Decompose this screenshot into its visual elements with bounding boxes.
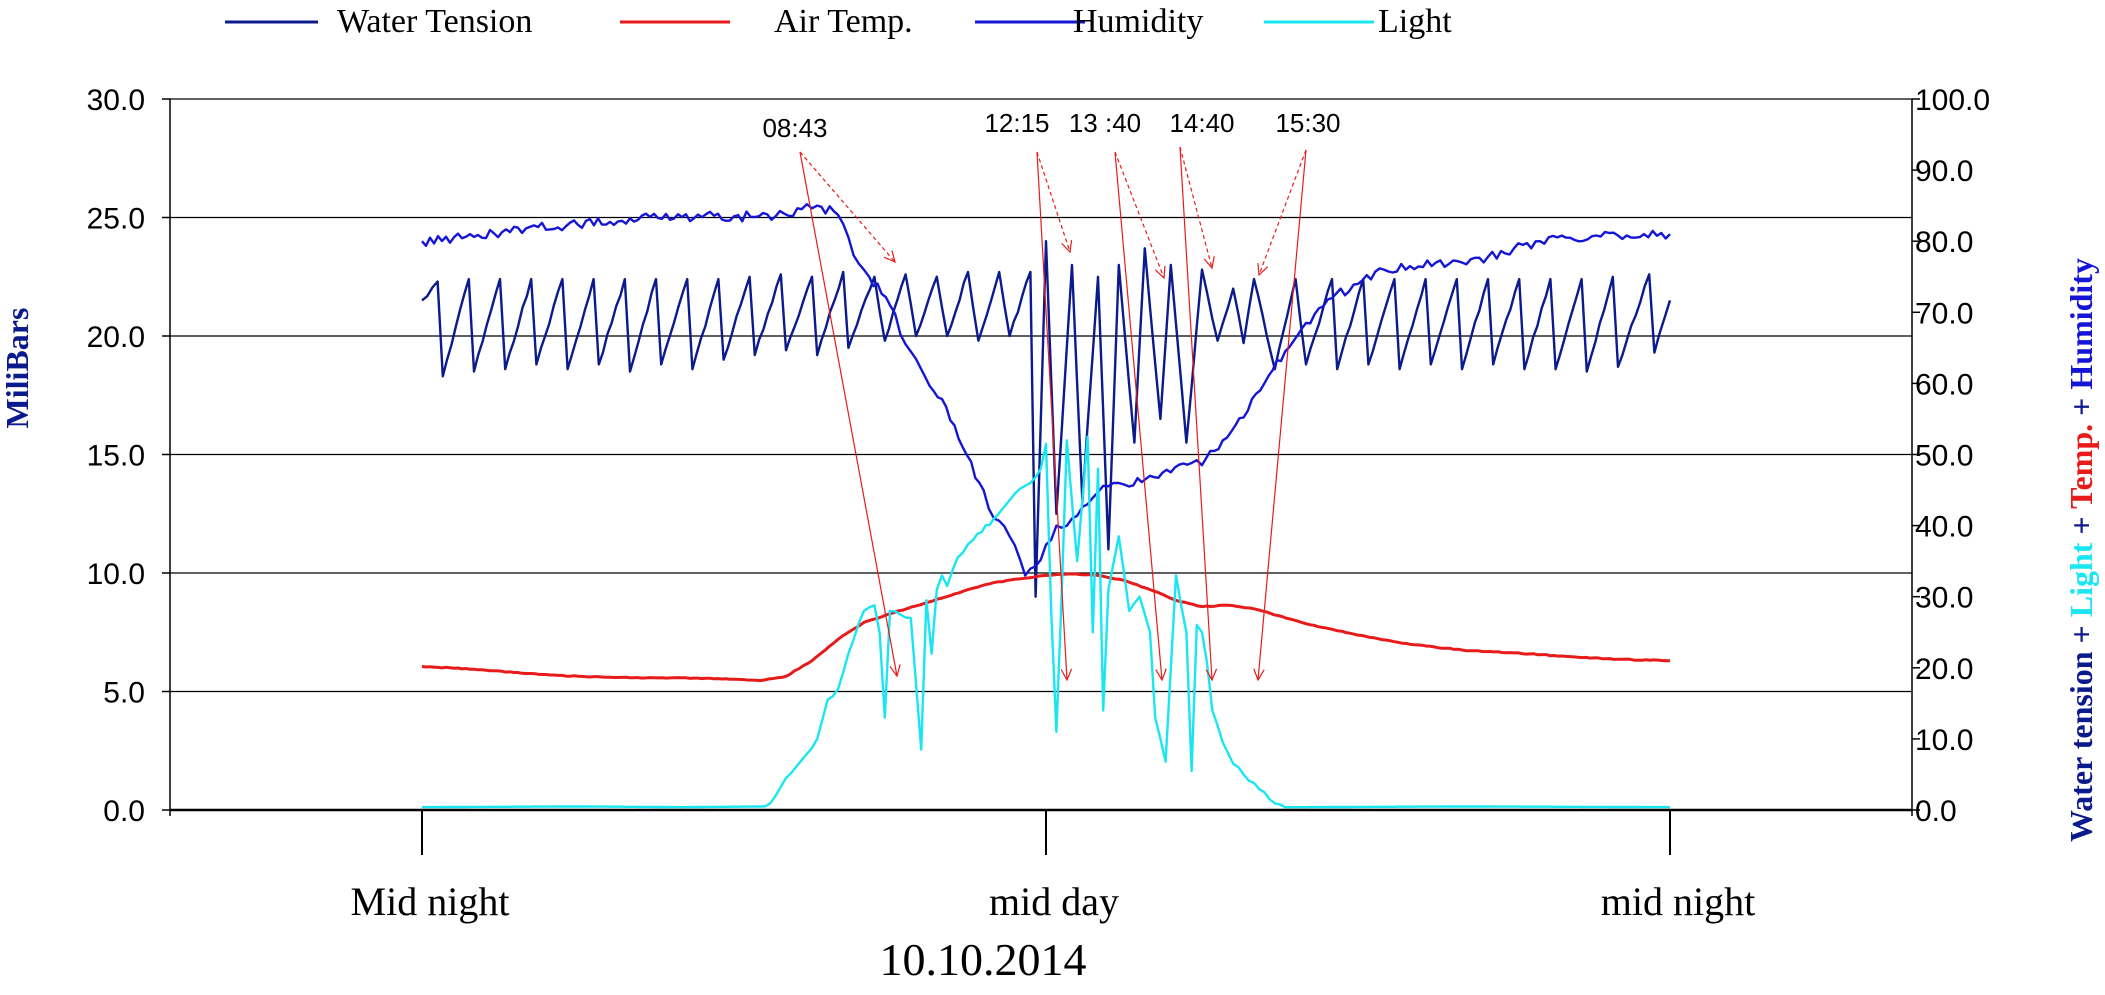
y-right-tick-label: 90.0 <box>1915 155 1973 188</box>
legend-label: Light <box>1378 3 1452 40</box>
y-axis-right-label-part: + <box>2063 617 2099 651</box>
y-axis-right-label-part: Humidity <box>2063 258 2099 390</box>
annotation-arrowhead <box>889 664 901 678</box>
y-right-tick-label: 70.0 <box>1915 297 1973 330</box>
annotation-arrow <box>799 151 896 263</box>
annotation-arrowhead <box>1061 240 1073 254</box>
annotation-label: 12:15 <box>984 108 1049 138</box>
y-right-tick-label: 60.0 <box>1915 368 1973 401</box>
y-right-tick-label: 10.0 <box>1915 724 1973 757</box>
y-right-tick-label: 0.0 <box>1915 795 1957 828</box>
x-tick-label: mid day <box>989 879 1119 924</box>
annotation-arrow <box>1114 151 1165 279</box>
series-line-water-tension <box>421 239 1672 598</box>
y-axis-right-label-part: Temp. <box>2063 424 2099 509</box>
x-axis-date-label: 10.10.2014 <box>880 934 1087 985</box>
y-right-tick-label: 20.0 <box>1915 653 1973 686</box>
annotation-arrow <box>1036 151 1068 681</box>
annotation-arrow <box>799 151 898 677</box>
series-line-light <box>421 435 1671 809</box>
annotation-arrowhead <box>1060 668 1073 682</box>
legend-label: Humidity <box>1073 3 1203 40</box>
annotation-label: 15:30 <box>1275 108 1340 138</box>
y-left-tick-label: 0.0 <box>103 795 145 828</box>
annotation-arrowhead <box>1253 668 1265 682</box>
x-tick-label: Mid night <box>351 879 510 924</box>
y-right-tick-label: 30.0 <box>1915 582 1973 615</box>
annotation-arrowhead <box>1205 668 1218 682</box>
series-line-humidity <box>421 202 1671 577</box>
y-left-tick-label: 10.0 <box>87 558 145 591</box>
y-right-tick-label: 40.0 <box>1915 511 1973 544</box>
y-axis-right-label-part: Water tension <box>2063 651 2099 842</box>
annotation-label: 08:43 <box>762 113 827 143</box>
y-axis-right-label-part: + <box>2063 390 2099 424</box>
annotation-arrow <box>1036 151 1071 253</box>
y-left-tick-label: 25.0 <box>87 203 145 236</box>
axes: 0.0 5.0 10.0 15.0 20.0 25.0 30.0 0.0 10.0 20.0 30.… <box>87 84 1990 924</box>
y-axis-right-label: Water tension + Light + Temp. + Humidity <box>2063 258 2099 842</box>
annotation-arrowhead <box>1257 262 1269 277</box>
annotation-label: 14:40 <box>1169 108 1234 138</box>
y-left-tick-label: 30.0 <box>87 84 145 117</box>
y-left-tick-label: 15.0 <box>87 440 145 473</box>
legend-label: Air Temp. <box>774 3 913 40</box>
y-axis-left-label: MiliBars <box>0 308 35 429</box>
y-left-tick-label: 5.0 <box>103 677 145 710</box>
y-axis-right-label-part: Light <box>2063 542 2099 617</box>
legend-label: Water Tension <box>337 3 532 40</box>
series-lines <box>421 202 1672 809</box>
annotation-arrow <box>1179 146 1213 269</box>
y-axis-right-label-part: + <box>2063 509 2099 543</box>
annotation-arrowhead <box>1203 256 1215 270</box>
annotations: 08:43 12:15 13 :40 14:40 15:30 <box>762 108 1341 682</box>
annotation-arrowhead <box>1155 668 1167 682</box>
legend: Water Tension Air Temp. Humidity Light <box>225 3 1452 40</box>
annotation-arrow <box>1114 151 1163 681</box>
annotation-arrow <box>1258 149 1307 276</box>
y-left-tick-label: 20.0 <box>87 321 145 354</box>
annotation-arrow <box>1257 149 1307 681</box>
series-line-air-temp <box>421 572 1671 683</box>
annotation-label: 13 :40 <box>1069 108 1141 138</box>
annotation-arrow <box>1179 146 1213 681</box>
x-tick-label: mid night <box>1601 879 1755 924</box>
annotation-arrowhead <box>1154 265 1166 280</box>
y-right-tick-label: 80.0 <box>1915 226 1973 259</box>
annotation-arrowhead <box>883 250 896 264</box>
y-right-tick-label: 50.0 <box>1915 440 1973 473</box>
y-right-tick-label: 100.0 <box>1915 84 1990 117</box>
